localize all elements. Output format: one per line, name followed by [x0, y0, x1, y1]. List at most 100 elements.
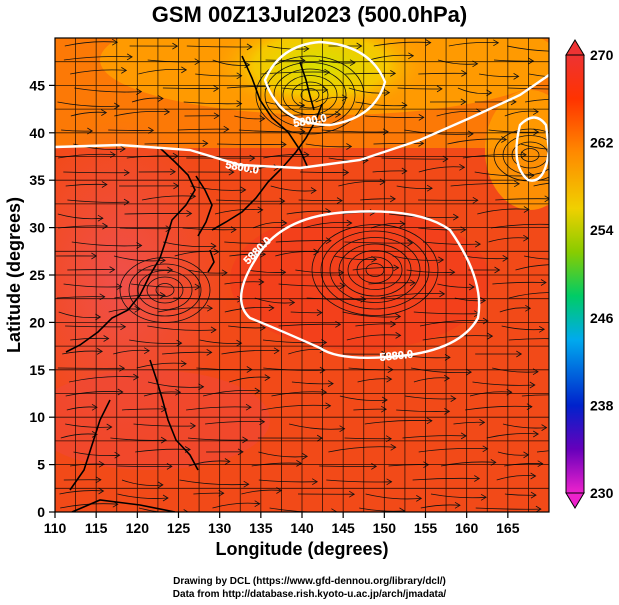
- streamline: [114, 110, 170, 117]
- streamline-arrow: [480, 493, 487, 501]
- streamline: [270, 185, 317, 192]
- streamline: [533, 182, 549, 187]
- streamline: [381, 157, 448, 160]
- streamline: [62, 350, 103, 355]
- streamline-arrow: [102, 222, 109, 230]
- streamline: [61, 129, 93, 132]
- streamline-arrow: [210, 326, 217, 334]
- streamline: [252, 221, 287, 229]
- streamline-arrow: [409, 279, 416, 287]
- streamline: [234, 115, 265, 120]
- streamline: [216, 199, 285, 202]
- y-tick-label-25: 25: [29, 267, 45, 283]
- streamline-arrow: [399, 507, 406, 512]
- streamline-arrow: [117, 388, 124, 396]
- streamline: [262, 339, 327, 344]
- streamline-arrow: [134, 305, 141, 313]
- streamline-arrow: [382, 128, 389, 136]
- streamline-arrow: [289, 299, 296, 306]
- streamline-arrow: [164, 108, 171, 116]
- circulation-ring: [300, 88, 320, 102]
- streamline-arrow: [181, 66, 188, 74]
- streamline-arrow: [523, 206, 530, 213]
- streamline-arrow: [381, 350, 388, 358]
- streamline-arrow: [143, 347, 150, 355]
- streamline-arrow: [273, 347, 280, 355]
- streamline: [289, 423, 345, 430]
- field-east-orange: [485, 90, 549, 210]
- streamline: [524, 255, 549, 260]
- x-tick-label-140: 140: [290, 520, 314, 536]
- streamline-arrow: [264, 374, 271, 381]
- streamline: [64, 41, 118, 47]
- streamline-arrow: [160, 436, 167, 444]
- streamline-arrow: [325, 402, 332, 410]
- streamline: [138, 507, 163, 512]
- y-axis-label: Latitude (degrees): [4, 197, 24, 353]
- streamline: [143, 391, 181, 397]
- streamline-arrow: [236, 72, 243, 80]
- streamline: [56, 296, 105, 299]
- streamline-arrow: [529, 381, 536, 389]
- streamline-arrow: [160, 405, 167, 413]
- streamline-arrow: [474, 240, 481, 248]
- streamline: [520, 143, 549, 150]
- streamline: [440, 461, 496, 467]
- y-tick-label-0: 0: [37, 504, 45, 520]
- streamline-arrow: [426, 184, 433, 192]
- streamline-arrow: [96, 348, 103, 355]
- streamline: [497, 451, 529, 456]
- streamline-arrow: [223, 125, 230, 133]
- streamline-arrow: [172, 42, 179, 50]
- streamline-arrow: [389, 195, 396, 203]
- circulation-ring: [338, 243, 412, 297]
- streamline-arrow: [202, 140, 209, 147]
- contours: [55, 40, 549, 359]
- x-tick-label-160: 160: [455, 520, 479, 536]
- streamline: [303, 222, 352, 229]
- streamline: [369, 54, 414, 61]
- y-tick-label-40: 40: [29, 125, 45, 141]
- streamline-arrow: [482, 445, 489, 453]
- contour-5880-east: [515, 116, 549, 182]
- streamline-arrow: [454, 501, 461, 509]
- streamline-arrow: [472, 196, 479, 204]
- streamline: [357, 378, 392, 383]
- colorbar-bottom-arrow: [565, 492, 585, 509]
- colorbar-label-246: 246: [590, 310, 614, 326]
- streamline-arrow: [97, 214, 104, 222]
- streamline-arrow: [395, 313, 402, 320]
- streamline: [60, 433, 98, 439]
- streamline-arrow: [126, 53, 133, 61]
- streamline: [507, 87, 549, 90]
- y-tick-label-5: 5: [37, 457, 45, 473]
- colorbar-label-270: 270: [590, 47, 614, 63]
- streamline-arrow: [316, 434, 323, 442]
- streamline: [344, 437, 392, 440]
- streamline-arrow: [210, 242, 217, 250]
- streamline-arrow: [258, 278, 265, 286]
- streamline-arrow: [111, 38, 118, 46]
- credits: Drawing by DCL (https://www.gfd-dennou.o…: [0, 575, 619, 601]
- streamline: [65, 325, 126, 328]
- streamline-arrow: [162, 494, 169, 502]
- streamline-arrow: [280, 141, 287, 148]
- x-tick-label-120: 120: [126, 520, 150, 536]
- streamline-arrow: [157, 95, 164, 102]
- streamline-arrow: [206, 304, 213, 312]
- streamline: [187, 269, 228, 274]
- streamline-arrow: [401, 101, 408, 109]
- streamline: [162, 351, 212, 355]
- streamline: [177, 128, 229, 131]
- streamline-arrow: [136, 88, 143, 95]
- streamline: [251, 462, 302, 467]
- credit-line-drawing: Drawing by DCL (https://www.gfd-dennou.o…: [173, 576, 446, 587]
- streamline: [224, 241, 267, 244]
- credit-line-data: Data from http://database.rish.kyoto-u.a…: [172, 589, 447, 600]
- streamline: [136, 362, 187, 369]
- streamline-arrow: [106, 423, 113, 431]
- streamline: [278, 283, 345, 287]
- streamline-arrow: [525, 304, 532, 312]
- y-tick-label-20: 20: [29, 314, 45, 330]
- x-tick-label-130: 130: [208, 520, 232, 536]
